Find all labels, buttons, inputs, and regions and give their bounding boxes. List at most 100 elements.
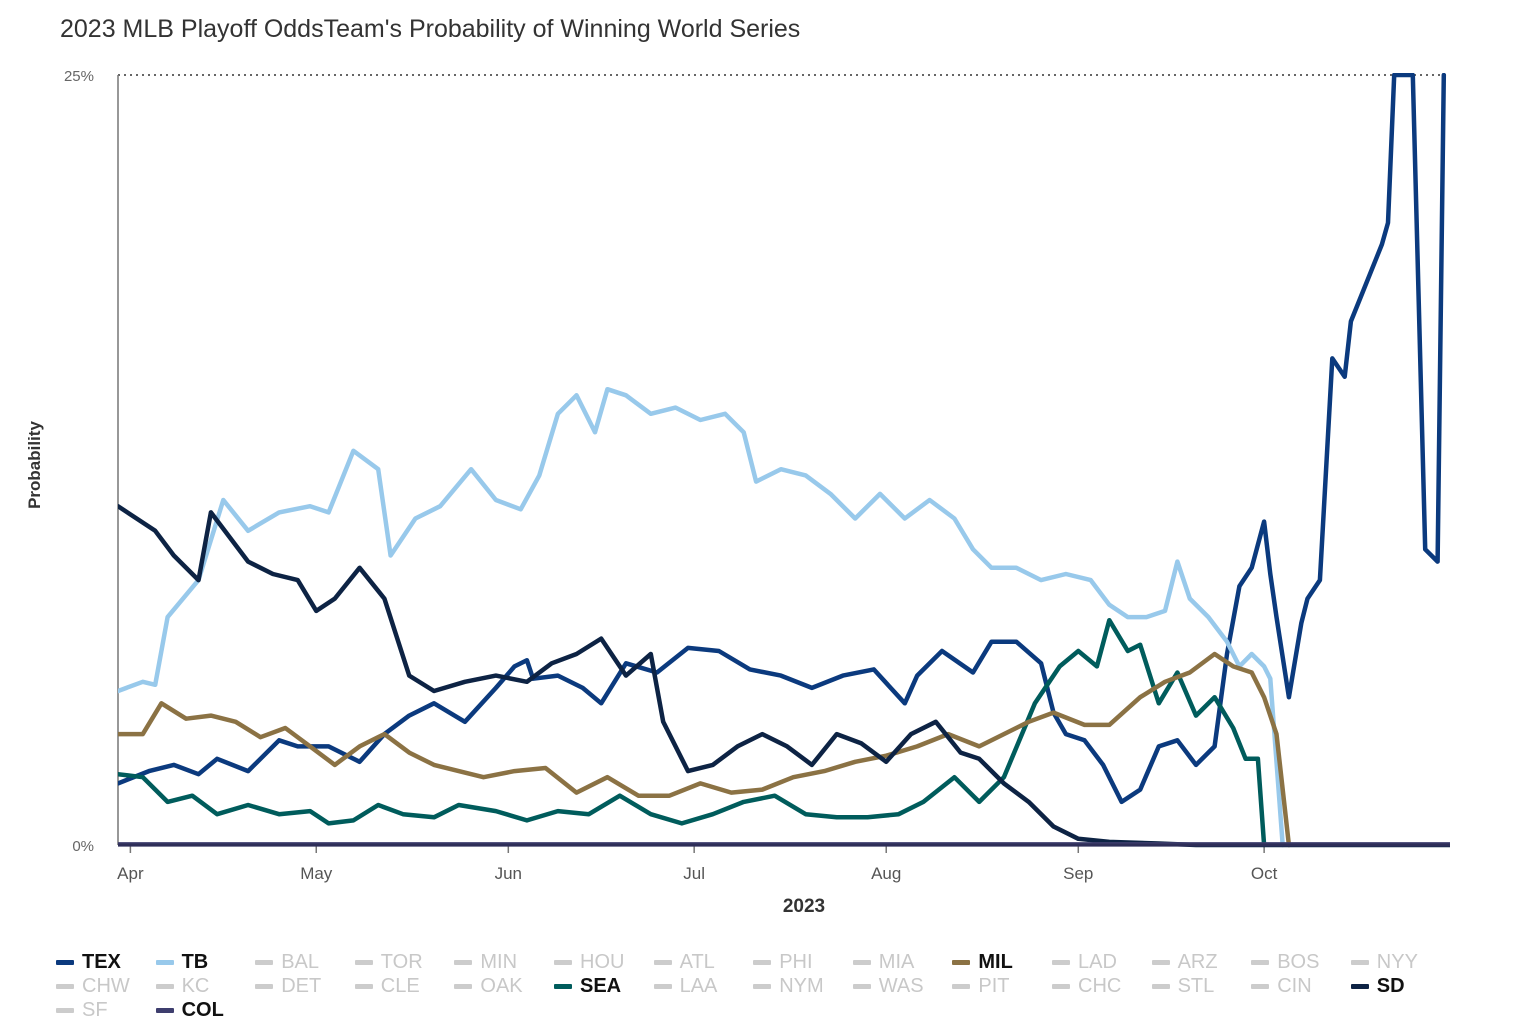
legend-label: MIA — [878, 951, 915, 973]
legend-item-det[interactable]: DET — [255, 974, 321, 998]
legend-item-hou[interactable]: HOU — [554, 950, 624, 974]
legend-swatch — [554, 960, 572, 966]
legend-item-stl[interactable]: STL — [1151, 974, 1215, 998]
legend-swatch — [952, 984, 971, 990]
legend-swatch — [852, 984, 871, 990]
x-tick-label: Oct — [1251, 864, 1278, 883]
legend-label: TB — [181, 951, 209, 973]
legend-item-col[interactable]: COL — [155, 998, 224, 1022]
legend-label: CHC — [1078, 975, 1122, 997]
legend-swatch — [1151, 984, 1170, 990]
y-tick-label: 0% — [72, 838, 94, 855]
legend-item-was[interactable]: WAS — [852, 974, 924, 998]
legend-swatch — [653, 984, 672, 990]
legend-swatch — [255, 984, 274, 990]
legend-item-nyy[interactable]: NYY — [1350, 950, 1418, 974]
legend-swatch — [155, 1008, 174, 1014]
legend-label: DET — [281, 975, 322, 997]
x-tick-label: Jul — [683, 864, 705, 883]
legend-swatch — [1052, 960, 1070, 966]
legend-item-sea[interactable]: SEA — [554, 974, 621, 998]
legend-item-tor[interactable]: TOR — [354, 950, 423, 974]
legend-label: NYM — [779, 975, 824, 997]
series-line-mil — [118, 651, 1292, 848]
legend-label: MIL — [978, 951, 1013, 973]
legend-item-oak[interactable]: OAK — [454, 974, 523, 998]
legend-item-tb[interactable]: TB — [155, 950, 209, 974]
legend-label: LAA — [679, 975, 718, 997]
legend-item-chw[interactable]: CHW — [56, 974, 130, 998]
legend-item-mil[interactable]: MIL — [952, 950, 1013, 974]
legend-item-lad[interactable]: LAD — [1052, 950, 1117, 974]
legend-swatch — [454, 984, 473, 990]
legend-swatch — [255, 960, 274, 966]
legend-label: CHW — [82, 975, 130, 997]
legend-item-kc[interactable]: KC — [155, 974, 210, 998]
legend-swatch — [56, 960, 74, 966]
legend-swatch — [753, 960, 772, 966]
legend-item-min[interactable]: MIN — [454, 950, 517, 974]
legend-label: BAL — [281, 951, 319, 973]
legend-item-tex[interactable]: TEX — [56, 950, 121, 974]
legend-label: TOR — [380, 951, 423, 973]
legend-label: PHI — [779, 951, 813, 973]
legend-item-pit[interactable]: PIT — [952, 974, 1010, 998]
legend-swatch — [354, 960, 373, 966]
legend-label: STL — [1177, 975, 1215, 997]
legend-swatch — [354, 984, 373, 990]
legend-item-cle[interactable]: CLE — [354, 974, 420, 998]
legend-swatch — [753, 984, 772, 990]
legend-label: LAD — [1078, 951, 1117, 973]
chart-title: 2023 MLB Playoff OddsTeam's Probability … — [60, 15, 801, 43]
legend-swatch — [1151, 960, 1170, 966]
legend-label: ARZ — [1177, 951, 1218, 973]
y-axis-title: Probability — [25, 421, 44, 509]
series-line-sd — [118, 503, 1450, 848]
x-tick-label: Jun — [495, 864, 522, 883]
legend-label: KC — [181, 975, 210, 997]
legend-label: TEX — [82, 951, 121, 973]
legend-label: CLE — [380, 975, 420, 997]
legend-swatch — [1350, 984, 1369, 990]
legend-swatch — [1052, 984, 1070, 990]
legend-swatch — [1350, 960, 1369, 966]
x-tick-label: Sep — [1063, 864, 1093, 883]
legend-swatch — [56, 984, 74, 990]
legend-label: OAK — [480, 975, 523, 997]
legend-item-phi[interactable]: PHI — [753, 950, 813, 974]
x-tick-label: May — [300, 864, 333, 883]
series-line-tb — [118, 386, 1285, 848]
legend-swatch — [554, 984, 572, 990]
legend-label: NYY — [1376, 951, 1418, 973]
x-tick-label: Aug — [871, 864, 901, 883]
legend-item-cin[interactable]: CIN — [1251, 974, 1312, 998]
legend-label: HOU — [580, 951, 625, 973]
x-tick-label: Apr — [117, 864, 144, 883]
legend-item-nym[interactable]: NYM — [753, 974, 824, 998]
legend-swatch — [653, 960, 672, 966]
legend-label: SD — [1376, 975, 1405, 997]
legend-label: PIT — [978, 975, 1010, 997]
legend-item-mia[interactable]: MIA — [852, 950, 915, 974]
legend-item-sd[interactable]: SD — [1350, 974, 1405, 998]
legend-swatch — [454, 960, 473, 966]
legend-label: SF — [82, 999, 108, 1021]
legend-item-arz[interactable]: ARZ — [1151, 950, 1218, 974]
series-line-sea — [118, 617, 1267, 848]
legend-item-atl[interactable]: ATL — [653, 950, 715, 974]
legend-label: COL — [181, 999, 224, 1021]
legend-item-bos[interactable]: BOS — [1251, 950, 1319, 974]
legend-label: WAS — [878, 975, 924, 997]
legend-label: BOS — [1277, 951, 1320, 973]
legend-label: CIN — [1277, 975, 1312, 997]
legend-swatch — [155, 960, 174, 966]
legend-label: ATL — [679, 951, 715, 973]
legend-swatch — [952, 960, 971, 966]
legend-item-chc[interactable]: CHC — [1052, 974, 1121, 998]
legend-item-sf[interactable]: SF — [56, 998, 108, 1022]
legend-item-laa[interactable]: LAA — [653, 974, 718, 998]
legend-item-bal[interactable]: BAL — [255, 950, 319, 974]
legend-swatch — [1251, 960, 1270, 966]
line-chart: 0% 25% Probability Apr May Jun Jul Aug Sep Oct 202… — [25, 68, 1450, 917]
y-tick-label: 25% — [64, 68, 94, 85]
